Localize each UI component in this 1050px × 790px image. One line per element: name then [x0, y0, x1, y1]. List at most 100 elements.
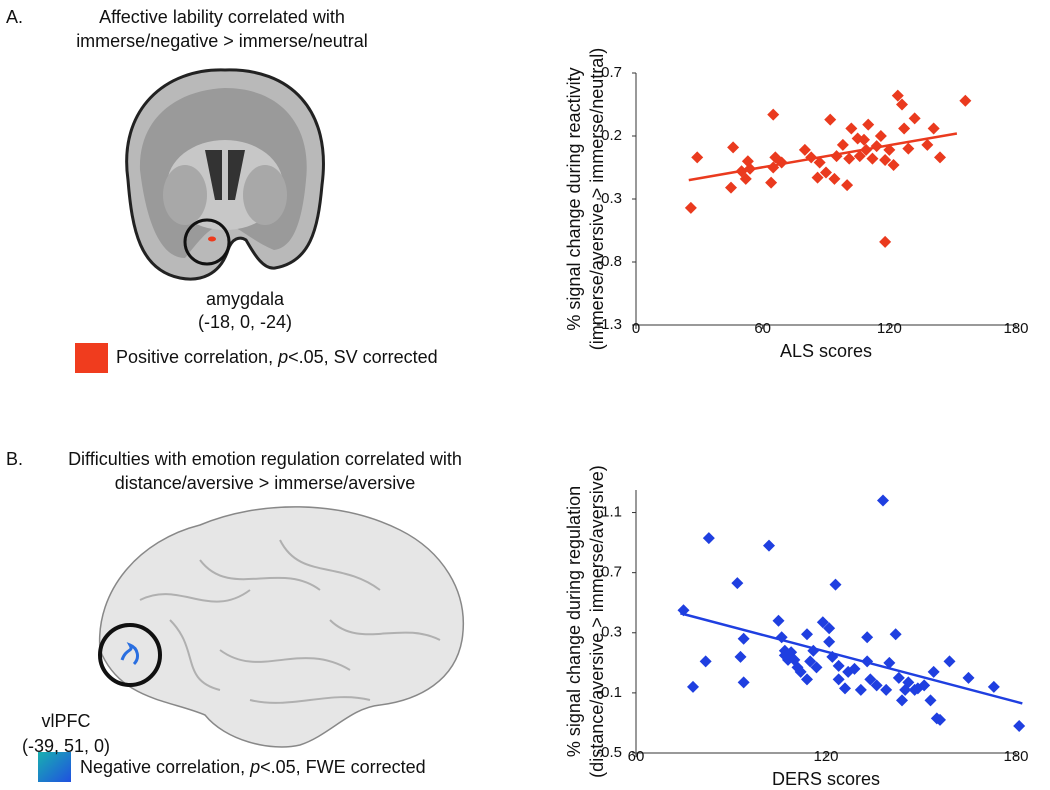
data-point	[839, 682, 851, 695]
data-point	[879, 235, 892, 248]
legend-text-part: p	[249, 757, 260, 777]
panel-label: B.	[6, 449, 23, 469]
data-point	[832, 673, 845, 686]
data-point	[887, 158, 900, 171]
data-point	[801, 628, 813, 641]
x-tick-label: 0	[632, 320, 640, 337]
data-point	[739, 172, 752, 185]
data-point	[880, 683, 893, 696]
data-point	[889, 628, 902, 641]
data-point	[767, 108, 780, 121]
x-axis-label: ALS scores	[780, 341, 872, 361]
x-tick-label: 120	[813, 748, 838, 765]
y-tick-label: 1.1	[601, 504, 622, 521]
data-point	[902, 676, 915, 689]
y-tick-label: -1.3	[596, 316, 622, 333]
data-point	[841, 179, 854, 192]
data-point	[918, 679, 931, 692]
data-point	[927, 122, 940, 135]
data-point	[861, 631, 874, 644]
data-point	[874, 130, 887, 142]
data-point	[734, 650, 747, 663]
data-point	[824, 113, 837, 126]
y-tick-label: -0.8	[596, 253, 622, 270]
data-point	[891, 89, 904, 102]
data-point	[877, 494, 889, 507]
legend-swatch	[38, 752, 71, 782]
data-point	[892, 671, 905, 684]
panel-title: Difficulties with emotion regulation cor…	[68, 449, 462, 469]
data-point	[836, 138, 849, 151]
data-point	[804, 655, 817, 668]
trend-line	[688, 132, 958, 182]
legend-text: Positive correlation, p<.05, SV correcte…	[116, 347, 438, 367]
y-tick-label: -0.1	[596, 684, 622, 701]
data-point	[737, 632, 750, 645]
data-point	[848, 662, 861, 675]
x-tick-label: 180	[1003, 748, 1028, 765]
panel-title: immerse/negative > immerse/neutral	[76, 31, 368, 51]
y-axis-label: (distance/aversive > immerse/aversive)	[587, 465, 607, 778]
data-point	[908, 112, 921, 125]
data-point	[828, 172, 841, 185]
data-point	[811, 171, 824, 184]
data-point	[879, 153, 892, 166]
data-point	[823, 622, 836, 635]
data-point	[772, 614, 785, 627]
y-axis-label: % signal change during regulation	[564, 486, 584, 757]
data-point	[699, 655, 712, 668]
data-point	[687, 680, 699, 693]
data-point	[921, 138, 934, 151]
data-point	[823, 635, 836, 648]
data-point	[902, 142, 915, 155]
x-tick-label: 180	[1003, 320, 1028, 337]
data-point	[987, 680, 1000, 693]
data-point	[896, 694, 908, 707]
data-point	[1013, 719, 1026, 732]
data-point	[870, 679, 883, 692]
y-axis-label: (immerse/aversive > immerse/neutral)	[587, 48, 607, 351]
panel-title: Affective lability correlated with	[99, 7, 345, 27]
data-point	[794, 665, 807, 678]
data-point	[731, 577, 744, 590]
data-point	[763, 539, 775, 552]
panel-title: distance/aversive > immerse/aversive	[115, 473, 416, 493]
data-point	[962, 671, 975, 684]
y-tick-label: -0.5	[596, 744, 622, 761]
region-label: amygdala	[206, 289, 285, 309]
data-point	[702, 532, 715, 545]
data-point	[896, 98, 908, 111]
legend-text: Negative correlation, p<.05, FWE correct…	[80, 757, 426, 777]
trend-line	[680, 612, 1023, 705]
data-point	[927, 665, 940, 678]
data-point	[832, 659, 845, 672]
x-tick-label: 60	[754, 320, 771, 337]
data-point	[813, 156, 826, 169]
data-point	[801, 673, 813, 686]
data-point	[934, 151, 946, 164]
data-point	[898, 122, 911, 135]
coronal-brain-image	[125, 68, 325, 281]
data-point	[798, 143, 811, 156]
data-point	[866, 152, 879, 165]
data-point	[845, 122, 858, 135]
x-axis-label: DERS scores	[772, 769, 880, 789]
data-point	[864, 673, 877, 686]
data-point	[725, 181, 737, 194]
x-tick-label: 60	[628, 748, 645, 765]
data-point	[853, 150, 866, 163]
y-tick-label: 0.3	[601, 624, 622, 641]
data-point	[737, 676, 750, 689]
data-point	[816, 616, 829, 629]
legend-text-part: <.05, SV corrected	[288, 347, 438, 367]
data-point	[820, 166, 832, 179]
region-coordinates: (-18, 0, -24)	[198, 312, 292, 332]
data-point	[862, 118, 875, 131]
data-point	[883, 656, 896, 669]
data-point	[829, 578, 842, 591]
data-point	[727, 141, 740, 154]
region-coordinates: (-39, 51, 0)	[22, 736, 110, 756]
y-tick-label: -0.3	[596, 190, 622, 207]
y-tick-label: 0.2	[601, 127, 622, 144]
